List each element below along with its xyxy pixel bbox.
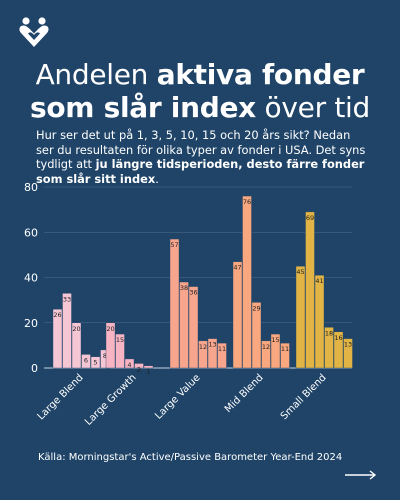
bar-value-label: 29 xyxy=(252,304,260,312)
bar xyxy=(124,358,135,369)
category-label: Large Value xyxy=(153,372,202,421)
bar xyxy=(134,363,144,369)
bar xyxy=(105,322,116,369)
bar-value-label: 5 xyxy=(93,359,97,367)
bar-value-label: 16 xyxy=(334,334,342,342)
intro-text: Hur ser det ut på 1, 3, 5, 10, 15 och 20… xyxy=(36,128,366,186)
bar-value-label: 12 xyxy=(262,343,270,351)
bar-value-label: 2 xyxy=(137,365,141,373)
bar-value-label: 26 xyxy=(53,311,61,319)
bar-value-label: 11 xyxy=(281,345,289,353)
bar xyxy=(242,195,252,369)
bar xyxy=(207,338,218,369)
bar-value-label: 4 xyxy=(127,361,131,369)
bar-value-label: 20 xyxy=(72,325,80,333)
bar-value-label: 69 xyxy=(306,214,314,222)
bar xyxy=(261,340,271,369)
y-tick-label: 20 xyxy=(24,317,38,330)
bar xyxy=(71,322,82,369)
page-title: Andelen aktiva fonder som slår index öve… xyxy=(29,58,371,124)
bar-value-label: 13 xyxy=(208,341,216,349)
bar-value-label: 12 xyxy=(199,343,207,351)
category-label: Mid Blend xyxy=(223,372,266,415)
bar-value-label: 38 xyxy=(180,284,188,292)
bar xyxy=(115,333,125,369)
bar-value-label: 45 xyxy=(296,268,304,276)
bar xyxy=(143,365,154,369)
bar xyxy=(169,238,180,369)
bar xyxy=(333,331,344,369)
bar xyxy=(90,356,101,369)
bar xyxy=(179,281,189,369)
bar-value-label: 36 xyxy=(189,289,197,297)
bar xyxy=(280,342,290,369)
source-text: Källa: Morningstar's Active/Passive Baro… xyxy=(38,452,343,463)
bar xyxy=(232,261,243,369)
bar-value-label: 57 xyxy=(170,241,178,249)
bar-value-label: 76 xyxy=(243,198,251,206)
category-label: Large Blend xyxy=(36,372,86,422)
bar xyxy=(251,302,262,369)
bar-value-label: 11 xyxy=(218,345,226,353)
bar xyxy=(217,342,227,369)
bar-value-label: 33 xyxy=(63,295,71,303)
bar xyxy=(324,327,334,369)
bar xyxy=(270,333,281,369)
bar-value-label: 47 xyxy=(233,264,241,272)
bar xyxy=(295,265,306,369)
heart-people-icon xyxy=(19,17,49,47)
bar xyxy=(52,308,63,369)
bar-value-label: 8 xyxy=(103,352,107,360)
bar xyxy=(305,211,315,369)
y-tick-label: 40 xyxy=(24,272,38,285)
bar-value-label: 6 xyxy=(84,356,88,364)
bar-value-label: 20 xyxy=(106,325,114,333)
bar-value-label: 1 xyxy=(146,368,150,376)
category-label: Small Blend xyxy=(279,372,329,422)
arrow-right-icon[interactable] xyxy=(344,468,378,482)
bar-value-label: 18 xyxy=(325,329,333,337)
bar xyxy=(62,293,72,369)
bar xyxy=(343,338,353,369)
category-label: Large Growth xyxy=(83,372,139,428)
bar-value-label: 15 xyxy=(271,336,279,344)
bar xyxy=(198,340,208,369)
bar xyxy=(81,354,91,369)
y-tick-label: 80 xyxy=(24,181,38,194)
y-tick-label: 0 xyxy=(31,362,38,375)
bar-value-label: 13 xyxy=(344,341,352,349)
bar-value-label: 41 xyxy=(315,277,323,285)
y-tick-label: 60 xyxy=(24,226,38,239)
bar xyxy=(314,275,325,369)
bar-value-label: 15 xyxy=(116,336,124,344)
bar xyxy=(188,286,199,369)
